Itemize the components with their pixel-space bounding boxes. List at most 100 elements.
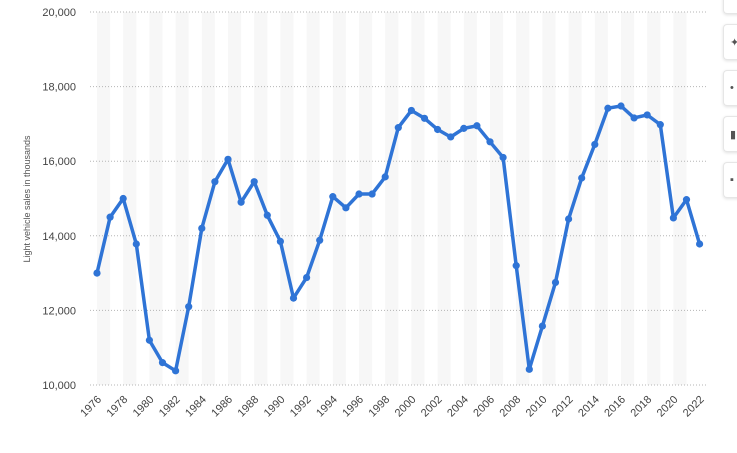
data-point[interactable] bbox=[132, 240, 140, 248]
x-tick-label: 2010 bbox=[524, 394, 550, 420]
column-band bbox=[673, 12, 687, 385]
data-point[interactable] bbox=[434, 125, 442, 134]
column-band bbox=[123, 12, 137, 385]
data-point[interactable] bbox=[643, 111, 651, 119]
data-point[interactable] bbox=[656, 121, 664, 129]
data-point[interactable] bbox=[224, 155, 232, 163]
x-axis-ticks: 1976 1978 1980 1982 1984 1986 1988 1990 1992 1994… bbox=[78, 394, 706, 420]
x-tick-label: 2016 bbox=[602, 394, 628, 420]
data-point[interactable] bbox=[145, 336, 153, 344]
star-button[interactable]: ✦ bbox=[723, 24, 737, 60]
x-tick-label: 1982 bbox=[157, 394, 183, 420]
data-point[interactable] bbox=[316, 236, 324, 244]
data-point[interactable] bbox=[303, 273, 311, 282]
quote-button[interactable]: ▪ bbox=[723, 162, 737, 198]
quote-icon: ▪ bbox=[730, 174, 734, 186]
data-point[interactable] bbox=[289, 294, 298, 302]
column-bands bbox=[97, 12, 687, 385]
x-tick-label: 1976 bbox=[78, 394, 104, 420]
column-band bbox=[332, 12, 346, 385]
data-point[interactable] bbox=[158, 359, 167, 367]
column-band bbox=[359, 12, 373, 385]
data-point[interactable] bbox=[355, 190, 363, 198]
settings-button[interactable]: • bbox=[723, 70, 737, 106]
data-point[interactable] bbox=[106, 213, 114, 221]
column-band bbox=[647, 12, 661, 385]
data-point[interactable] bbox=[211, 178, 219, 186]
column-band bbox=[228, 12, 242, 385]
data-point[interactable] bbox=[263, 211, 271, 219]
data-point[interactable] bbox=[591, 140, 599, 149]
data-point[interactable] bbox=[696, 240, 704, 248]
data-point[interactable] bbox=[682, 196, 691, 204]
data-point[interactable] bbox=[669, 214, 678, 222]
data-point[interactable] bbox=[486, 138, 494, 146]
data-point[interactable] bbox=[394, 124, 402, 132]
column-band bbox=[385, 12, 399, 385]
column-band bbox=[201, 12, 215, 385]
bell-button[interactable]: • bbox=[723, 0, 737, 14]
data-point[interactable] bbox=[617, 102, 625, 110]
x-tick-label: 1996 bbox=[340, 394, 366, 420]
data-point[interactable] bbox=[630, 114, 638, 122]
data-point[interactable] bbox=[499, 153, 507, 162]
y-axis-ticks: 10,000 12,000 14,000 16,000 18,000 20,000 bbox=[42, 7, 76, 392]
x-tick-label: 2018 bbox=[629, 394, 655, 420]
x-tick-label: 1994 bbox=[314, 394, 340, 420]
data-point[interactable] bbox=[185, 303, 193, 311]
x-tick-label: 2004 bbox=[445, 394, 471, 420]
column-band bbox=[490, 12, 504, 385]
data-point[interactable] bbox=[473, 122, 481, 130]
data-point[interactable] bbox=[578, 174, 586, 182]
data-point[interactable] bbox=[604, 104, 612, 112]
x-tick-label: 2006 bbox=[471, 394, 497, 420]
y-axis-label: Light vehicle sales in thousands bbox=[22, 135, 32, 263]
data-point[interactable] bbox=[342, 204, 350, 212]
y-tick-label: 12,000 bbox=[42, 305, 76, 317]
gridlines bbox=[90, 11, 708, 386]
data-point[interactable] bbox=[447, 133, 455, 141]
column-band bbox=[411, 12, 425, 385]
data-point[interactable] bbox=[329, 193, 337, 201]
x-tick-label: 1988 bbox=[236, 394, 262, 420]
data-point[interactable] bbox=[407, 106, 415, 115]
data-point[interactable] bbox=[512, 262, 520, 270]
data-point[interactable] bbox=[276, 237, 284, 245]
x-tick-label: 1990 bbox=[262, 394, 288, 420]
data-point[interactable] bbox=[381, 173, 389, 181]
column-band bbox=[621, 12, 635, 385]
data-point[interactable] bbox=[172, 367, 180, 375]
y-tick-label: 14,000 bbox=[42, 231, 76, 243]
column-band bbox=[306, 12, 320, 385]
data-point[interactable] bbox=[237, 198, 245, 206]
x-tick-label: 2014 bbox=[576, 394, 602, 420]
x-tick-label: 2008 bbox=[498, 394, 524, 420]
x-tick-label: 1992 bbox=[288, 394, 314, 420]
data-point[interactable] bbox=[93, 269, 101, 277]
data-point[interactable] bbox=[551, 278, 560, 287]
data-point[interactable] bbox=[525, 365, 533, 373]
data-point[interactable] bbox=[198, 224, 206, 232]
column-band bbox=[149, 12, 163, 385]
x-tick-label: 1998 bbox=[367, 394, 393, 420]
data-point[interactable] bbox=[460, 124, 468, 132]
data-point[interactable] bbox=[119, 194, 127, 203]
x-tick-label: 2022 bbox=[681, 394, 707, 420]
data-point[interactable] bbox=[368, 190, 376, 198]
data-point[interactable] bbox=[420, 114, 429, 122]
share-button[interactable]: ▮ bbox=[723, 116, 737, 152]
column-band bbox=[175, 12, 189, 385]
x-tick-label: 2002 bbox=[419, 394, 445, 420]
data-point[interactable] bbox=[250, 178, 258, 186]
settings-icon: • bbox=[730, 82, 734, 94]
data-point[interactable] bbox=[565, 215, 573, 223]
x-tick-label: 2020 bbox=[655, 394, 681, 420]
y-tick-label: 18,000 bbox=[42, 82, 76, 94]
column-band bbox=[437, 12, 451, 385]
data-point[interactable] bbox=[538, 322, 547, 330]
x-tick-label: 1978 bbox=[105, 394, 131, 420]
x-tick-label: 1980 bbox=[131, 394, 157, 420]
x-tick-label: 2012 bbox=[550, 394, 576, 420]
y-tick-label: 20,000 bbox=[42, 7, 76, 19]
